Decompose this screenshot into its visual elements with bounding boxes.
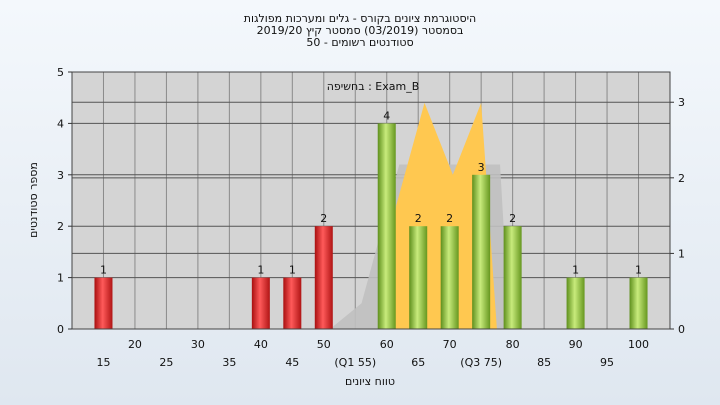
x-axis-ticks: 20 30 40 50 60 70 80 90 100 15 25 35 45 (Q1 55) 65 (Q3 … [96, 338, 649, 369]
x-tick-label-upper: 40 [254, 338, 268, 351]
x-tick-label-upper: 90 [569, 338, 583, 351]
bar-75 [472, 174, 491, 329]
bar-45 [283, 277, 302, 329]
y2-tick-label: 0 [678, 323, 685, 336]
bar-label-70: 2 [446, 212, 453, 225]
bar-label-40: 1 [257, 264, 264, 277]
y-tick-label: 2 [57, 220, 64, 233]
exposure-annotation: בחשיפה : Exam_B [327, 80, 420, 93]
title-line: סטודנטים רשומים - 50 [306, 36, 413, 49]
x-tick-label-lower: 65 [411, 356, 425, 369]
bars: 1 1 1 2 4 2 2 3 2 1 1 [94, 109, 648, 330]
bar-label-45: 1 [289, 264, 296, 277]
x-tick-label-lower: 95 [600, 356, 614, 369]
bar-70 [440, 226, 459, 329]
x-tick-label-upper: 20 [128, 338, 142, 351]
y2-axis-ticks: 0 1 2 3 [670, 96, 685, 336]
title-line: בסמסטר (03/2019) סמסטר קיץ 2019/20 [257, 24, 464, 37]
y2-tick-label: 2 [678, 172, 685, 185]
bar-60 [377, 123, 396, 330]
x-tick-label-upper: 30 [191, 338, 205, 351]
y2-tick-label: 3 [678, 96, 685, 109]
bar-label-100: 1 [635, 264, 642, 277]
x-tick-label-lower: 45 [285, 356, 299, 369]
bar-65 [409, 226, 428, 329]
y-tick-label: 3 [57, 169, 64, 182]
x-tick-label-upper: 80 [506, 338, 520, 351]
x-tick-label-upper: 50 [317, 338, 331, 351]
bar-15 [94, 277, 113, 329]
x-tick-label-lower: 15 [96, 356, 110, 369]
x-tick-label-lower: (Q1 55) [334, 356, 376, 369]
bar-label-65: 2 [415, 212, 422, 225]
bar-label-50: 2 [320, 212, 327, 225]
bar-80 [503, 226, 522, 329]
y-tick-label: 0 [57, 323, 64, 336]
bar-label-75: 3 [478, 161, 485, 174]
bar-100 [629, 277, 648, 329]
x-tick-label-upper: 100 [628, 338, 649, 351]
x-tick-label-upper: 70 [443, 338, 457, 351]
y-axis-title: מספר סטודנטים [27, 162, 40, 238]
x-tick-label-upper: 60 [380, 338, 394, 351]
chart-title: היסטוגרמת ציונים בקורס - גלים ומערכות מפ… [244, 12, 476, 49]
bar-40 [251, 277, 270, 329]
y2-tick-label: 1 [678, 247, 685, 260]
x-tick-label-lower: 35 [222, 356, 236, 369]
y-tick-label: 4 [57, 117, 64, 130]
bar-90 [566, 277, 585, 329]
title-line: היסטוגרמת ציונים בקורס - גלים ומערכות מפ… [244, 12, 476, 25]
y-tick-label: 5 [57, 66, 64, 79]
y-tick-label: 1 [57, 272, 64, 285]
bar-50 [314, 226, 333, 329]
x-tick-label-lower: (Q3 75) [460, 356, 502, 369]
bar-label-90: 1 [572, 264, 579, 277]
x-tick-label-lower: 85 [537, 356, 551, 369]
x-axis-title: טווח ציונים [345, 375, 395, 388]
plot-frame [71, 71, 671, 330]
bar-label-80: 2 [509, 212, 516, 225]
bar-label-60: 4 [383, 109, 390, 122]
bar-label-15: 1 [100, 264, 107, 277]
y-axis-ticks: 0 1 2 3 4 5 [57, 66, 72, 336]
x-tick-label-lower: 25 [159, 356, 173, 369]
